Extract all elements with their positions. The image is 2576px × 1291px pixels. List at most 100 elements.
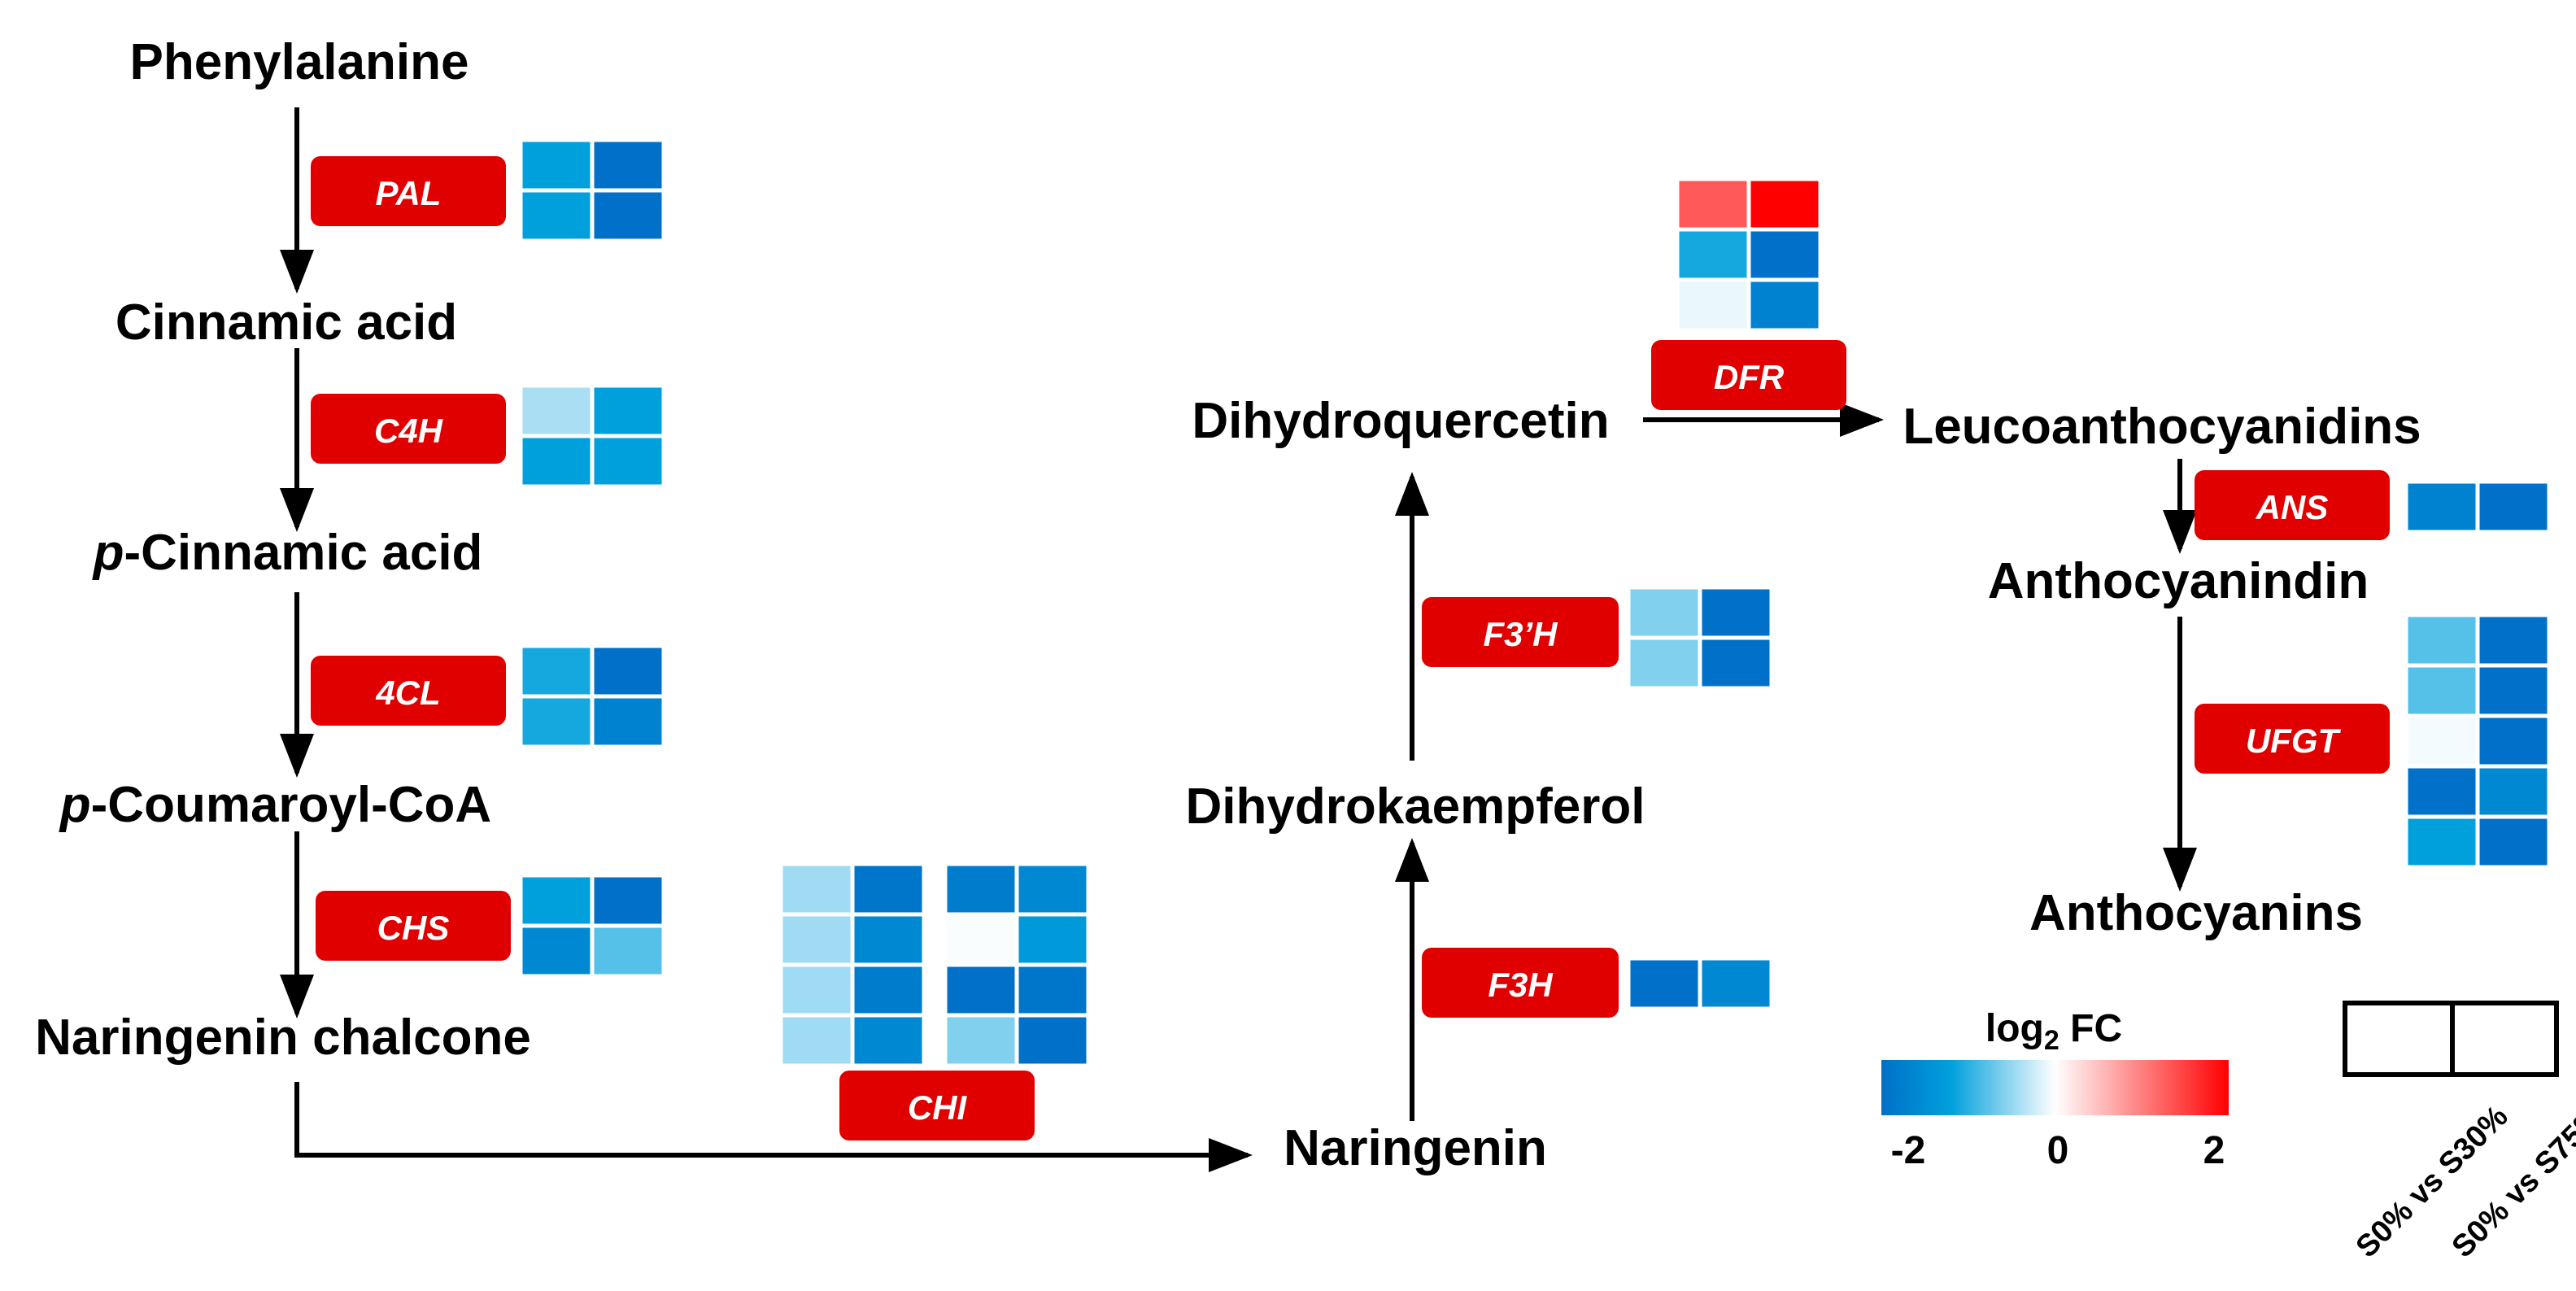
heatmap-dfr — [1675, 177, 1823, 333]
heatmap-cell — [1675, 177, 1751, 232]
comparison-key-box-2 — [2450, 1001, 2559, 1077]
heatmap-cell — [590, 383, 666, 438]
heatmap-cell — [1014, 912, 1091, 967]
enzyme-pal-label: PAL — [376, 174, 442, 212]
enzyme-dfr-label: DFR — [1714, 358, 1785, 396]
heatmap-cell — [518, 434, 595, 489]
enzyme-ufgt: UFGT — [2195, 704, 2390, 774]
heatmap-cell — [518, 383, 595, 438]
heatmap-cell — [1626, 585, 1702, 640]
heatmap-cell — [518, 137, 595, 193]
heatmap-cell — [778, 962, 855, 1018]
heatmap-cell — [2475, 764, 2552, 819]
heatmap-cell — [1626, 635, 1702, 691]
heatmap-f3h — [1626, 956, 1774, 1011]
heatmap-cell — [1675, 227, 1751, 282]
heatmap-cell — [2475, 613, 2552, 668]
metabolite-dihydrokaempferol: Dihydrokaempferol — [1185, 779, 1645, 835]
heatmap-cell — [1675, 277, 1751, 333]
comparison-key-box-1 — [2343, 1001, 2455, 1077]
metabolite-anthocyanindin: Anthocyanindin — [1988, 553, 2369, 609]
arrow-chalcone-naringenin — [294, 1082, 1253, 1172]
metabolite-dihydroquercetin: Dihydroquercetin — [1192, 393, 1609, 449]
metabolite-naringenin: Naringenin — [1284, 1120, 1547, 1176]
heatmap-cell — [590, 643, 666, 699]
heatmap-cell — [518, 923, 595, 979]
heatmap-cell — [850, 1013, 926, 1068]
heatmap-cell — [2475, 663, 2552, 718]
heatmap-cell — [590, 188, 666, 243]
heatmap-cell — [2475, 713, 2552, 769]
enzyme-4cl: 4CL — [311, 656, 506, 726]
metabolite-leucoanthocyanidins: Leucoanthocyanidins — [1903, 399, 2421, 455]
metabolite-p-cinnamic-acid: p-Cinnamic acid — [92, 525, 483, 581]
enzyme-c4h-label: C4H — [374, 412, 444, 450]
heatmap-cell — [1014, 861, 1091, 917]
heatmap-cell — [518, 643, 595, 699]
heatmap-cell — [2404, 764, 2480, 819]
enzyme-ans-label: ANS — [2256, 488, 2329, 526]
heatmap-chs — [518, 873, 666, 979]
heatmap-cell — [2475, 479, 2552, 534]
enzyme-pal: PAL — [311, 156, 506, 226]
enzyme-chs-label: CHS — [377, 909, 450, 947]
legend-color-bar — [1881, 1060, 2229, 1115]
enzyme-ans: ANS — [2195, 470, 2390, 540]
heatmap-chi-2 — [943, 861, 1091, 1068]
heatmap-cell — [518, 694, 595, 749]
heatmap-cell — [1626, 956, 1702, 1011]
heatmap-cell — [1746, 227, 1823, 282]
enzyme-f3h: F3H — [1422, 948, 1619, 1018]
enzyme-dfr: DFR — [1651, 340, 1846, 410]
enzyme-4cl-label: 4CL — [375, 674, 440, 712]
heatmap-cell — [850, 962, 926, 1018]
heatmap-cell — [1698, 585, 1774, 640]
legend-min-label: -2 — [1891, 1129, 1926, 1172]
heatmap-four-cl — [518, 643, 666, 749]
metabolite-cinnamic-acid: Cinnamic acid — [116, 294, 457, 351]
heatmaps — [518, 137, 2552, 1068]
enzyme-chi-label: CHI — [908, 1088, 968, 1127]
heatmap-cell — [778, 912, 855, 967]
heatmap-ans — [2404, 479, 2552, 534]
heatmap-cell — [590, 434, 666, 489]
heatmap-cell — [590, 873, 666, 928]
heatmap-cell — [2404, 479, 2480, 534]
heatmap-cell — [943, 1013, 1019, 1068]
metabolite-anthocyanins: Anthocyanins — [2029, 885, 2363, 941]
heatmap-cell — [590, 137, 666, 193]
heatmap-cell — [2475, 814, 2552, 870]
heatmap-cell — [850, 861, 926, 917]
heatmap-cell — [943, 962, 1019, 1018]
heatmap-cell — [518, 873, 595, 928]
heatmap-pal — [518, 137, 666, 243]
heatmap-cell — [590, 694, 666, 749]
metabolite-phenylalanine: Phenylalanine — [130, 34, 469, 90]
heatmap-chi-1 — [778, 861, 926, 1068]
heatmap-cell — [518, 188, 595, 243]
legend-max-label: 2 — [2203, 1129, 2225, 1172]
heatmap-cell — [1698, 635, 1774, 691]
heatmap-cell — [1014, 1013, 1091, 1068]
heatmap-cell — [590, 923, 666, 979]
heatmap-f3prime-h — [1626, 585, 1774, 691]
enzyme-chs: CHS — [316, 891, 511, 961]
heatmap-ufgt — [2404, 613, 2552, 870]
heatmap-cell — [778, 1013, 855, 1068]
metabolite-naringenin-chalcone: Naringenin chalcone — [35, 1010, 531, 1066]
enzyme-c4h: C4H — [311, 394, 506, 464]
legend: log2 FC -2 0 2 S0% vs S30% S0% vs S75% — [1881, 1001, 2576, 1264]
heatmap-cell — [2404, 663, 2480, 718]
enzyme-f3h-label: F3H — [1488, 966, 1554, 1004]
heatmap-cell — [1698, 956, 1774, 1011]
enzyme-chi: CHI — [839, 1071, 1035, 1141]
heatmap-c4h — [518, 383, 666, 489]
heatmap-cell — [1014, 962, 1091, 1018]
heatmap-cell — [2404, 613, 2480, 668]
heatmap-cell — [778, 861, 855, 917]
enzyme-ufgt-label: UFGT — [2246, 722, 2342, 760]
heatmap-cell — [2404, 713, 2480, 769]
legend-title: log2 FC — [1985, 1007, 2122, 1056]
